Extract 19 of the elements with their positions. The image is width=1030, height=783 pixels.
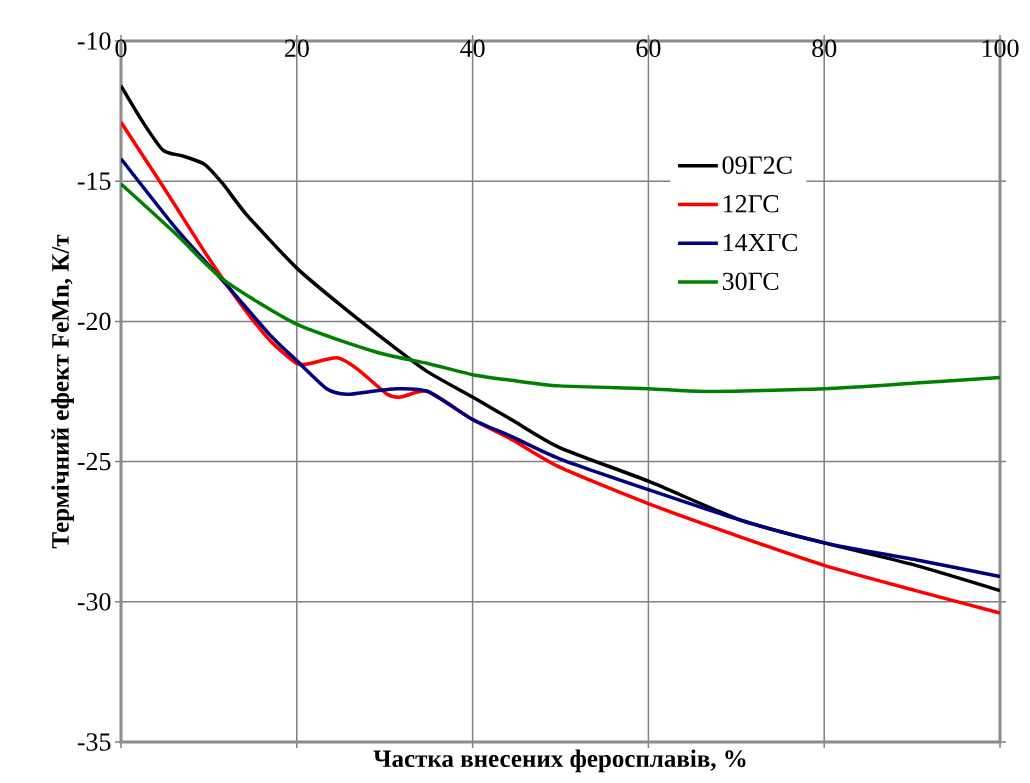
y-tick-label: -30 (77, 593, 111, 611)
x-tick-label: 80 (812, 39, 837, 58)
x-tick-label: 40 (460, 39, 485, 58)
y-tick-label: -25 (77, 452, 111, 471)
line-series (121, 182, 1001, 394)
y-tick-label: -15 (77, 172, 111, 190)
legend-label: 30ГС (722, 272, 779, 291)
y-tick-label: -20 (77, 312, 111, 331)
legend-label: 14ХГС (723, 233, 797, 252)
x-tick-label: 60 (636, 39, 661, 58)
y-axis-title: Термічний ефект FeMn, К/т (51, 234, 74, 549)
x-axis-title: Частка внесених феросплавів, % (373, 749, 746, 773)
x-tick-label: 20 (284, 39, 309, 58)
legend-label: 12ГС (723, 195, 779, 213)
y-tick-label: -10 (77, 32, 111, 50)
y-tick-label: -35 (77, 733, 111, 751)
x-tick-label: 100 (982, 39, 1019, 58)
legend-label: 09Г2С (722, 156, 792, 174)
x-tick-label: 0 (115, 39, 127, 58)
